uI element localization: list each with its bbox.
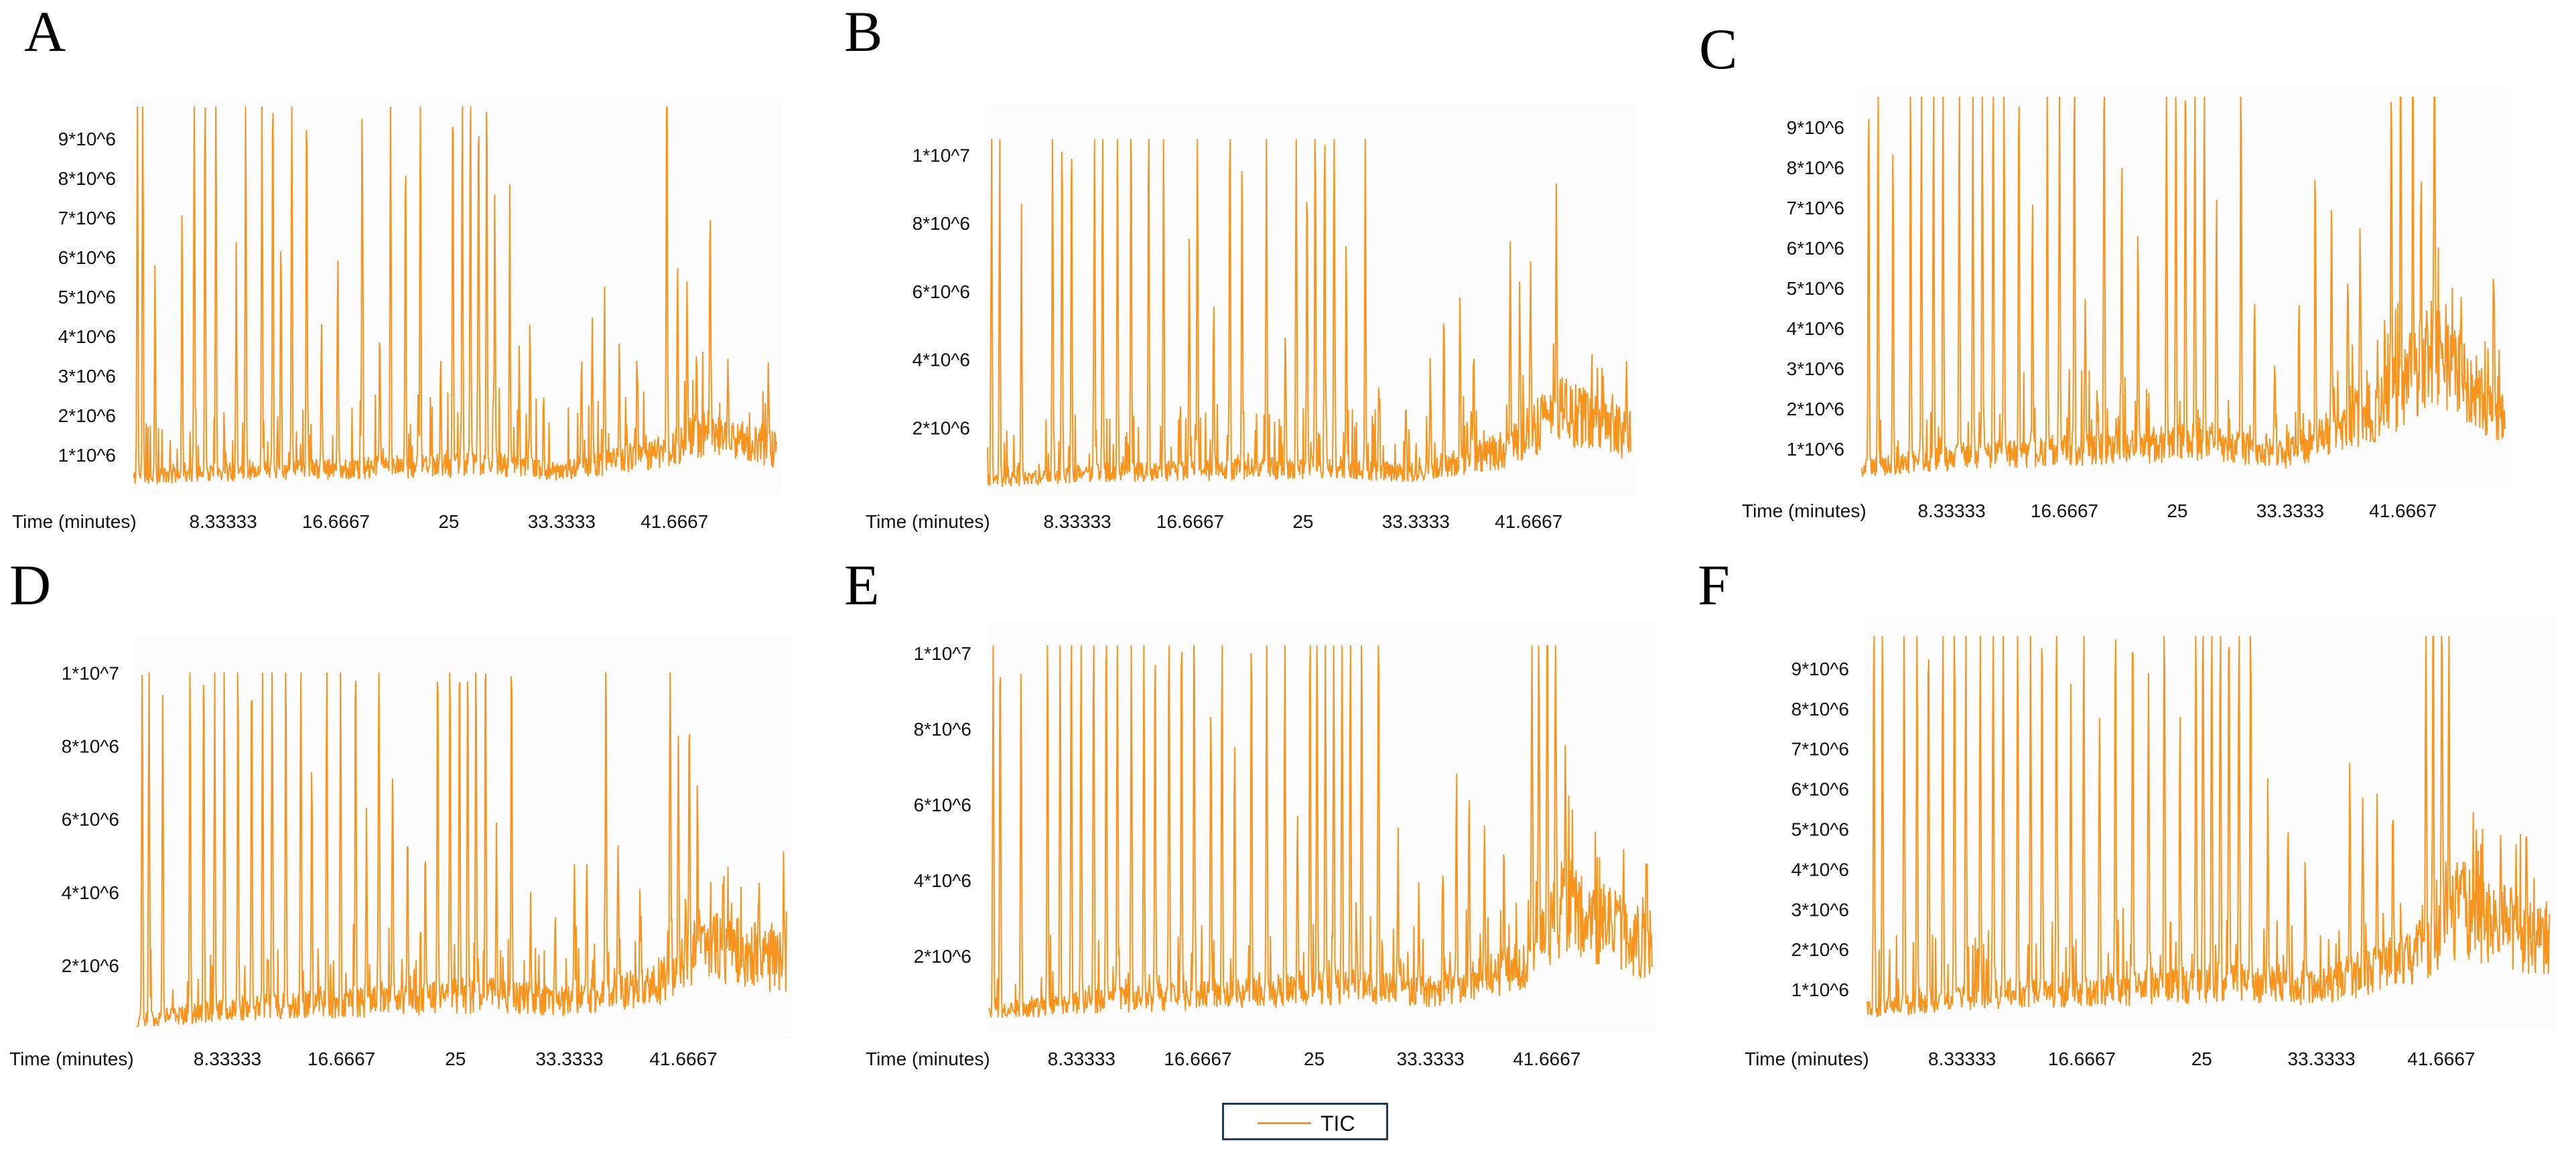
panel-letter-a: A: [24, 0, 66, 64]
y-tick-label: 2*10^6: [914, 946, 971, 967]
x-tick-label: 8.33333: [194, 1048, 261, 1069]
y-tick-label: 7*10^6: [58, 208, 116, 228]
panel-letter-d: D: [9, 553, 52, 617]
x-tick-label: 16.6667: [2031, 500, 2098, 521]
y-tick-label: 2*10^6: [912, 417, 970, 438]
y-tick-label: 2*10^6: [1787, 399, 1844, 419]
y-tick-label: 2*10^6: [1791, 939, 1849, 960]
x-tick-label: 33.3333: [1382, 511, 1450, 532]
x-tick-label: 8.33333: [1048, 1048, 1115, 1069]
y-tick-label: 4*10^6: [62, 882, 119, 903]
y-tick-label: 8*10^6: [1787, 157, 1844, 178]
panel-letter-c: C: [1699, 17, 1738, 81]
x-tick-label: 16.6667: [2048, 1048, 2116, 1069]
y-tick-label: 2*10^6: [62, 955, 119, 976]
y-tick-label: 8*10^6: [1791, 699, 1849, 720]
x-axis-label: Time (minutes): [866, 511, 990, 532]
panel-letter-f: F: [1698, 553, 1730, 617]
y-tick-label: 4*10^6: [58, 326, 116, 347]
y-tick-label: 6*10^6: [1791, 779, 1849, 800]
y-tick-label: 9*10^6: [1791, 659, 1849, 679]
y-tick-label: 1*10^7: [912, 145, 970, 165]
y-tick-label: 3*10^6: [1791, 899, 1849, 920]
x-tick-label: 33.3333: [2287, 1048, 2355, 1069]
x-tick-label: 41.6667: [2407, 1048, 2475, 1069]
plot-area-c: [1859, 87, 2509, 489]
y-tick-label: 9*10^6: [1787, 117, 1844, 138]
x-tick-label: 16.6667: [308, 1048, 375, 1069]
panel-letter-b: B: [844, 0, 883, 64]
x-tick-label: 25: [1304, 1048, 1325, 1069]
x-tick-label: 25: [1292, 511, 1313, 532]
y-tick-label: 4*10^6: [1791, 859, 1849, 880]
x-tick-label: 8.33333: [1917, 500, 1985, 521]
y-tick-label: 1*10^7: [62, 663, 119, 684]
y-tick-label: 7*10^6: [1791, 739, 1849, 760]
x-tick-label: 25: [445, 1048, 466, 1069]
x-tick-label: 41.6667: [2369, 500, 2437, 521]
x-axis-label: Time (minutes): [12, 511, 137, 532]
y-tick-label: 8*10^6: [912, 213, 970, 234]
x-axis-label: Time (minutes): [866, 1048, 990, 1069]
x-tick-label: 25: [438, 511, 459, 532]
y-tick-label: 8*10^6: [62, 736, 119, 757]
x-tick-label: 16.6667: [1156, 511, 1224, 532]
x-tick-label: 41.6667: [649, 1048, 717, 1069]
plot-area-e: [986, 623, 1656, 1032]
y-tick-label: 7*10^6: [1787, 198, 1844, 218]
y-tick-label: 1*10^6: [58, 445, 116, 466]
x-tick-label: 8.33333: [1043, 511, 1111, 532]
panel-letter-e: E: [844, 553, 880, 617]
y-tick-label: 9*10^6: [58, 129, 116, 149]
x-tick-label: 16.6667: [302, 511, 370, 532]
y-tick-label: 6*10^6: [1787, 238, 1844, 259]
x-tick-label: 33.3333: [528, 511, 596, 532]
y-tick-label: 8*10^6: [914, 719, 971, 740]
y-tick-label: 1*10^7: [914, 643, 971, 664]
y-tick-label: 6*10^6: [58, 247, 116, 268]
y-tick-label: 4*10^6: [912, 350, 970, 370]
x-tick-label: 33.3333: [1397, 1048, 1465, 1069]
x-tick-label: 25: [2191, 1048, 2212, 1069]
x-tick-label: 8.33333: [189, 511, 257, 532]
x-tick-label: 41.6667: [1495, 511, 1562, 532]
x-tick-label: 8.33333: [1928, 1048, 1996, 1069]
plot-area-f: [1864, 616, 2554, 1030]
y-tick-label: 6*10^6: [912, 281, 970, 302]
y-tick-label: 1*10^6: [1787, 439, 1844, 460]
y-tick-label: 3*10^6: [58, 366, 116, 387]
y-tick-label: 2*10^6: [58, 405, 116, 426]
x-tick-label: 33.3333: [2256, 500, 2324, 521]
legend: TIC: [1222, 1103, 1388, 1140]
y-tick-label: 6*10^6: [62, 809, 119, 830]
legend-label: TIC: [1320, 1111, 1355, 1136]
y-tick-label: 5*10^6: [58, 287, 116, 308]
y-tick-label: 6*10^6: [914, 795, 971, 815]
x-tick-label: 25: [2167, 500, 2187, 521]
x-tick-label: 33.3333: [535, 1048, 603, 1069]
x-axis-label: Time (minutes): [1745, 1048, 1869, 1069]
y-tick-label: 8*10^6: [58, 168, 116, 189]
x-tick-label: 41.6667: [1513, 1048, 1580, 1069]
y-tick-label: 4*10^6: [1787, 318, 1844, 339]
x-axis-label: Time (minutes): [9, 1048, 134, 1069]
x-tick-label: 41.6667: [640, 511, 708, 532]
y-tick-label: 4*10^6: [914, 870, 971, 891]
y-tick-label: 5*10^6: [1787, 278, 1844, 299]
x-axis-label: Time (minutes): [1742, 500, 1867, 521]
y-tick-label: 5*10^6: [1791, 819, 1849, 839]
y-tick-label: 1*10^6: [1791, 979, 1849, 1000]
plot-area-b: [985, 104, 1635, 496]
x-tick-label: 16.6667: [1164, 1048, 1231, 1069]
y-tick-label: 3*10^6: [1787, 358, 1844, 379]
plot-area-d: [134, 636, 791, 1038]
plot-area-a: [131, 99, 781, 494]
legend-line-tic: [1258, 1122, 1311, 1124]
